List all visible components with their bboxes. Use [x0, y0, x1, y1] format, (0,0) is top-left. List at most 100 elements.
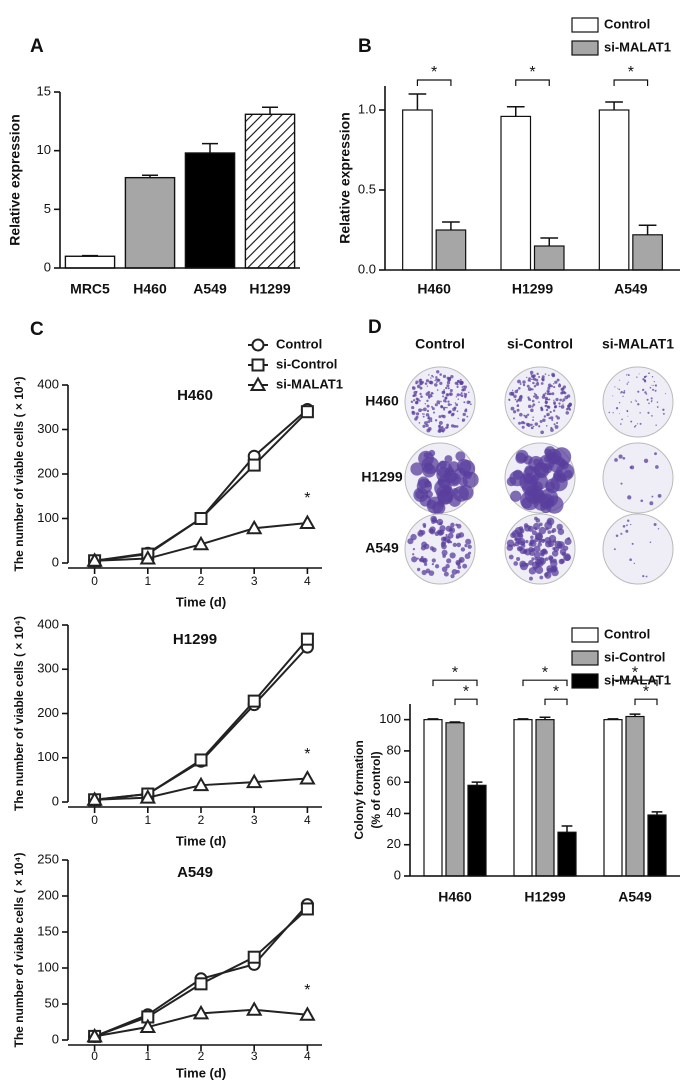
plate-dish	[602, 366, 674, 438]
colony	[533, 493, 551, 511]
colony	[438, 420, 443, 425]
colony	[442, 374, 447, 379]
colony	[559, 384, 562, 386]
colony	[562, 385, 567, 389]
colony	[412, 395, 415, 398]
colony	[431, 517, 438, 523]
colony	[608, 411, 611, 414]
colony	[516, 556, 521, 562]
colony	[620, 392, 622, 394]
legend-swatch	[571, 627, 599, 643]
marker	[194, 977, 208, 991]
colony	[620, 482, 623, 485]
significance-bracket	[544, 698, 568, 706]
colony	[517, 531, 523, 538]
error-bar	[629, 713, 641, 717]
colony	[415, 412, 420, 416]
plate	[404, 442, 479, 515]
colony	[535, 378, 539, 382]
significance-bracket	[454, 698, 478, 706]
colony	[530, 535, 534, 540]
chart-title: A549	[177, 864, 213, 881]
colony	[638, 373, 640, 375]
x-tick-label: 4	[304, 1049, 311, 1063]
colony	[434, 403, 438, 407]
colony	[525, 539, 529, 544]
colony	[542, 538, 546, 542]
colony	[620, 423, 622, 425]
colony	[532, 419, 534, 421]
colony	[541, 378, 545, 382]
colony	[460, 394, 464, 398]
colony	[416, 384, 421, 389]
colony	[447, 403, 451, 407]
colony	[533, 551, 541, 559]
colony	[654, 384, 658, 387]
colony	[418, 422, 421, 424]
colony	[451, 569, 458, 575]
x-tick-label: 2	[198, 813, 205, 827]
x-tick-label: A549	[618, 889, 652, 905]
colony	[455, 425, 459, 428]
colony	[651, 376, 654, 378]
colony	[416, 567, 421, 572]
y-tick-label: 0	[394, 867, 401, 882]
colony	[447, 387, 450, 390]
colony	[518, 421, 521, 425]
colony	[530, 378, 532, 381]
colony	[512, 469, 524, 480]
significance-bracket	[634, 698, 658, 706]
colony	[559, 398, 563, 402]
colony	[547, 405, 550, 409]
colony	[428, 415, 430, 418]
colony	[510, 490, 522, 502]
colony	[626, 409, 628, 412]
colony	[657, 494, 662, 498]
y-tick-label: 50	[45, 995, 59, 1010]
colony	[614, 386, 616, 388]
colony	[423, 543, 430, 550]
colony	[532, 425, 535, 428]
x-tick-label: 0	[91, 574, 98, 588]
colony	[543, 415, 547, 418]
colony	[451, 487, 459, 495]
colony	[533, 395, 536, 398]
colony	[560, 404, 565, 409]
y-tick-label: 400	[37, 376, 59, 391]
y-axis-label: Relative expression	[337, 112, 353, 244]
colony	[627, 381, 629, 383]
error-bar	[427, 718, 439, 720]
bar	[445, 722, 465, 877]
colony	[630, 401, 633, 403]
marker	[299, 514, 316, 529]
colony	[553, 405, 557, 409]
legend-swatch	[571, 650, 599, 666]
colony	[421, 408, 424, 411]
colony	[556, 378, 560, 382]
line	[94, 638, 309, 801]
colony	[546, 412, 550, 417]
colony	[545, 408, 549, 412]
colony	[421, 413, 424, 415]
annotation: *	[304, 490, 310, 507]
colony	[529, 576, 533, 581]
marker	[245, 1001, 263, 1016]
colony	[533, 385, 537, 388]
colony	[512, 410, 517, 414]
colony	[540, 430, 544, 435]
colony	[446, 380, 451, 385]
colony	[436, 400, 441, 404]
colony	[553, 423, 556, 426]
significance-bracket	[522, 679, 568, 687]
colony	[548, 555, 554, 561]
colony	[449, 541, 453, 544]
colony	[457, 565, 462, 569]
colony	[441, 549, 448, 556]
x-tick-label: H460	[438, 889, 472, 905]
x-tick-label: 4	[304, 813, 311, 827]
colony	[547, 519, 552, 524]
x-tick-label: 4	[304, 574, 311, 588]
column-label: si-Control	[507, 336, 573, 352]
bar	[632, 234, 663, 271]
